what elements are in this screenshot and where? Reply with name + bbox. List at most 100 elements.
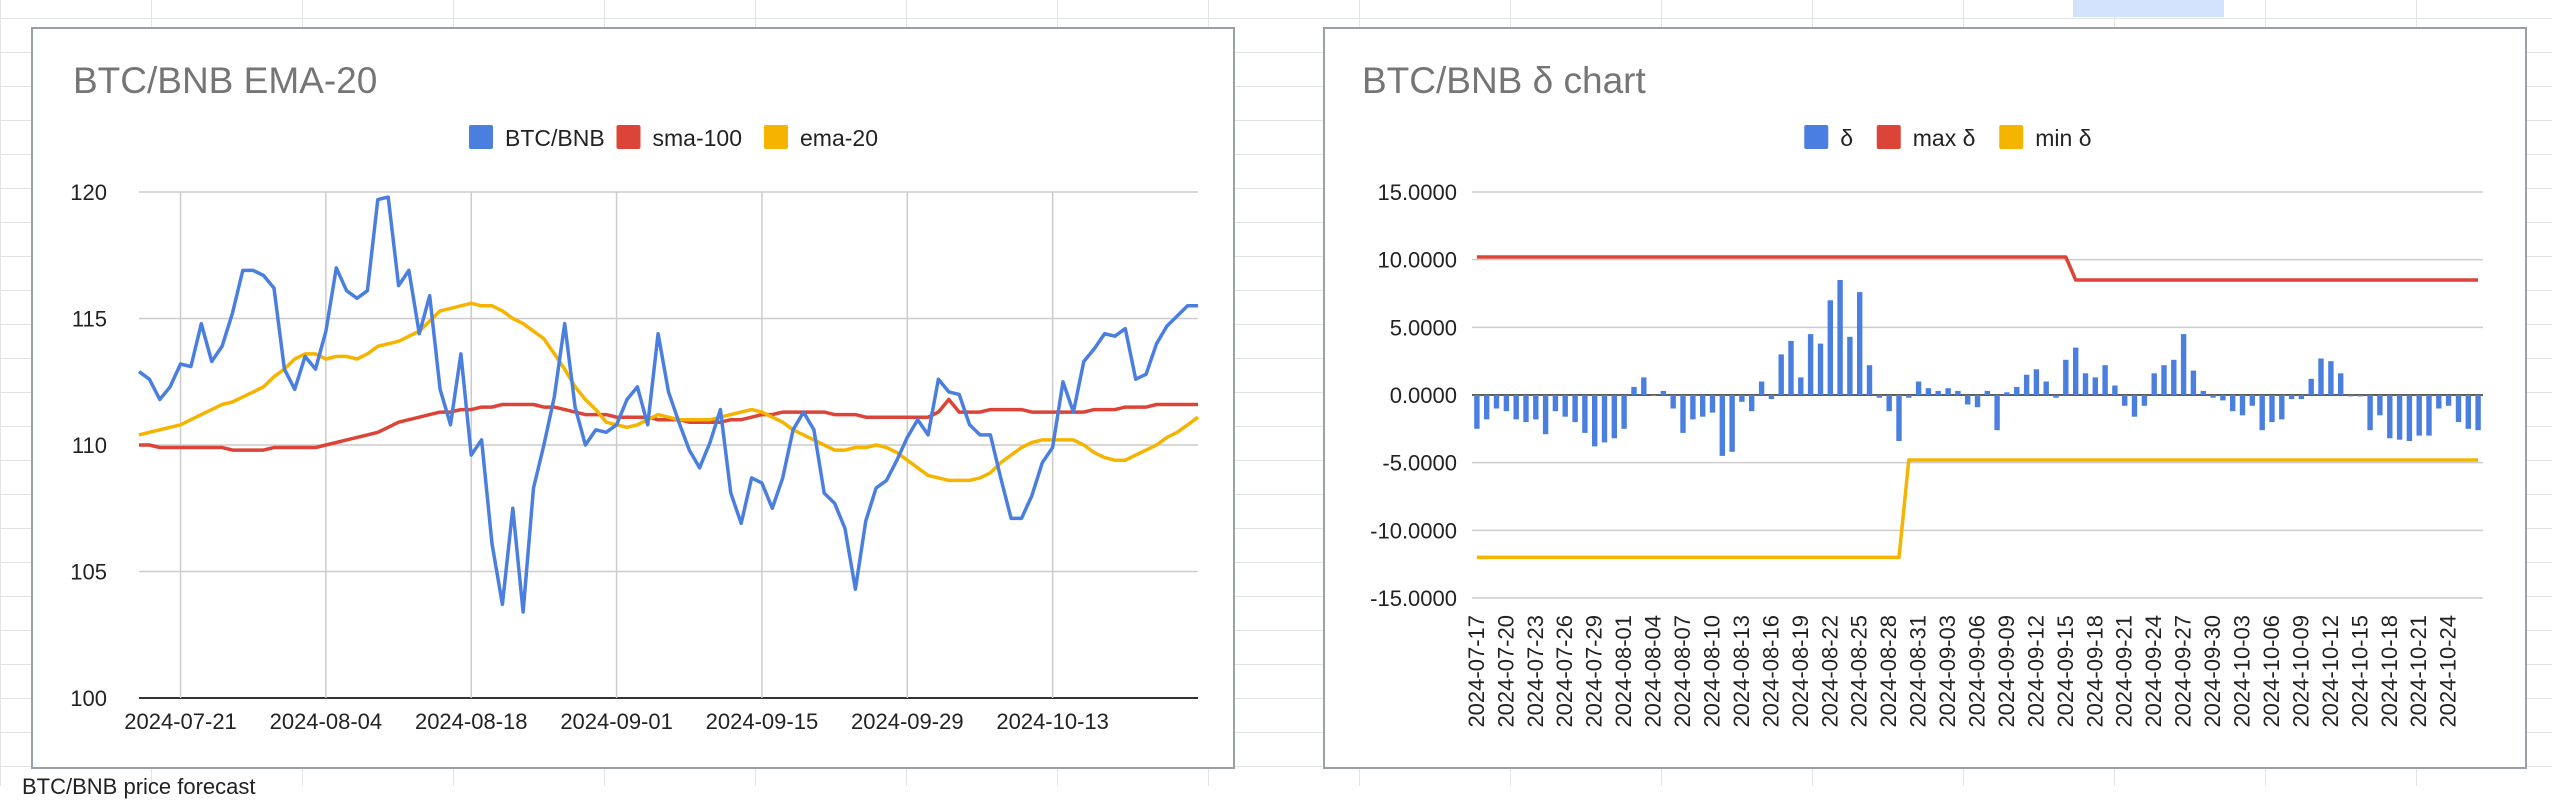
y-tick-label: -5.0000 bbox=[1382, 451, 1457, 476]
ema-chart-card[interactable]: BTC/BNB EMA-20 BTC/BNB sma-100 ema-20 100 1… bbox=[31, 27, 1235, 769]
delta-bar bbox=[2347, 395, 2354, 397]
delta-bar bbox=[2445, 395, 2452, 406]
legend-label: δ bbox=[1840, 125, 1853, 151]
x-tick-label: 2024-09-15 bbox=[2053, 615, 2078, 728]
selected-cell-highlight bbox=[2073, 0, 2224, 17]
delta-bar bbox=[2298, 395, 2305, 400]
delta-bar bbox=[1700, 395, 1706, 417]
x-tick-label: 2024-10-21 bbox=[2406, 615, 2431, 728]
chart-title: BTC/BNB δ chart bbox=[1362, 60, 1646, 101]
delta-bar bbox=[2171, 359, 2177, 395]
delta-bar bbox=[2279, 395, 2285, 420]
delta-bar bbox=[1866, 365, 1873, 395]
delta-bar bbox=[2387, 395, 2393, 439]
x-axis-ticks: 2024-07-21 2024-08-04 2024-08-18 2024-09-01… bbox=[124, 709, 1109, 734]
delta-bar bbox=[2033, 369, 2040, 395]
delta-bar bbox=[2112, 385, 2118, 395]
delta-bar bbox=[1935, 390, 1941, 395]
delta-bar bbox=[1709, 395, 1716, 413]
delta-bar bbox=[2082, 373, 2089, 395]
delta-bar bbox=[1562, 395, 1568, 417]
delta-bar bbox=[1798, 377, 1804, 395]
delta-bar bbox=[1758, 381, 1765, 395]
delta-bar bbox=[2436, 395, 2442, 409]
delta-bar bbox=[1807, 334, 1814, 395]
delta-bar bbox=[1484, 395, 1490, 420]
x-tick-label: 2024-07-26 bbox=[1552, 615, 1577, 728]
legend-swatch bbox=[764, 125, 788, 149]
x-tick-label: 2024-09-27 bbox=[2171, 615, 2196, 728]
delta-bar bbox=[1768, 395, 1775, 400]
delta-bars bbox=[1474, 280, 2481, 456]
delta-bar bbox=[1719, 395, 1725, 456]
series-line-min- bbox=[1476, 458, 2479, 560]
delta-bar bbox=[1945, 388, 1951, 395]
x-tick-label: 2024-08-04 bbox=[1641, 615, 1666, 728]
delta-bar bbox=[1896, 395, 1902, 441]
delta-bar bbox=[2249, 395, 2255, 406]
delta-bar bbox=[2122, 395, 2128, 406]
legend: δ max δ min δ bbox=[1804, 125, 2092, 151]
legend-swatch bbox=[469, 125, 493, 149]
delta-bar bbox=[1552, 395, 1559, 412]
delta-bar bbox=[1650, 395, 1657, 396]
series-lines bbox=[137, 195, 1200, 614]
delta-bar bbox=[1592, 395, 1598, 447]
legend-label: min δ bbox=[2035, 125, 2091, 151]
delta-bar bbox=[1690, 395, 1696, 420]
x-tick-label: 2024-10-24 bbox=[2436, 615, 2461, 728]
x-tick-label: 2024-10-15 bbox=[2347, 615, 2372, 728]
x-tick-label: 2024-07-17 bbox=[1464, 615, 1489, 728]
series-line-ema-20 bbox=[138, 301, 1200, 483]
delta-bar bbox=[2377, 395, 2383, 416]
delta-bar bbox=[2475, 395, 2481, 431]
delta-bar bbox=[2465, 395, 2471, 429]
delta-bar bbox=[1955, 390, 1961, 395]
legend-label: max δ bbox=[1913, 125, 1976, 151]
x-tick-label: 2024-09-24 bbox=[2141, 615, 2166, 728]
series-lines bbox=[1476, 255, 2479, 560]
delta-bar bbox=[1680, 395, 1686, 433]
delta-bar bbox=[2288, 395, 2295, 400]
delta-bar bbox=[1660, 390, 1667, 395]
delta-bar bbox=[1493, 395, 1500, 409]
legend-swatch bbox=[1876, 125, 1901, 149]
x-tick-label: 2024-10-09 bbox=[2288, 615, 2313, 728]
x-tick-label: 2024-08-18 bbox=[415, 709, 528, 734]
y-tick-label: -15.0000 bbox=[1370, 586, 1457, 611]
series-line-btc-bnb bbox=[137, 195, 1198, 614]
x-tick-label: 2024-09-09 bbox=[1994, 615, 2019, 728]
x-tick-label: 2024-09-18 bbox=[2082, 615, 2107, 728]
x-tick-label: 2024-09-03 bbox=[1935, 615, 1960, 728]
delta-bar bbox=[2073, 347, 2079, 395]
delta-bar bbox=[2190, 370, 2197, 395]
delta-bar bbox=[2053, 395, 2059, 398]
y-tick-label: 0.0000 bbox=[1390, 383, 1457, 408]
legend-label: ema-20 bbox=[800, 125, 878, 151]
delta-chart-card[interactable]: BTC/BNB δ chart δ max δ min δ -15.0000 -10.… bbox=[1323, 27, 2527, 769]
delta-bar bbox=[1601, 395, 1608, 443]
delta-bar bbox=[2416, 395, 2422, 436]
delta-bar bbox=[1906, 395, 1912, 398]
delta-bar bbox=[2318, 358, 2324, 395]
x-tick-label: 2024-08-25 bbox=[1847, 615, 1872, 728]
x-tick-label: 2024-09-21 bbox=[2112, 615, 2137, 728]
delta-bar bbox=[1837, 280, 1843, 395]
x-tick-label: 2024-09-01 bbox=[560, 709, 673, 734]
x-tick-label: 2024-07-21 bbox=[124, 709, 237, 734]
delta-bar bbox=[2230, 395, 2236, 412]
delta-bar bbox=[1984, 390, 1990, 395]
x-tick-label: 2024-10-18 bbox=[2377, 615, 2402, 728]
x-tick-label: 2024-09-29 bbox=[851, 709, 964, 734]
y-tick-label: 5.0000 bbox=[1390, 315, 1457, 340]
delta-bar bbox=[2328, 361, 2334, 395]
delta-bar bbox=[1611, 395, 1617, 439]
delta-bar bbox=[1857, 292, 1863, 395]
gridlines bbox=[1472, 191, 2483, 599]
y-tick-label: 105 bbox=[70, 560, 107, 585]
delta-bar bbox=[1670, 395, 1676, 409]
legend: BTC/BNB sma-100 ema-20 bbox=[469, 125, 878, 151]
x-tick-label: 2024-09-12 bbox=[2023, 615, 2048, 728]
delta-bar bbox=[2308, 378, 2314, 395]
delta-bar bbox=[1886, 395, 1892, 412]
